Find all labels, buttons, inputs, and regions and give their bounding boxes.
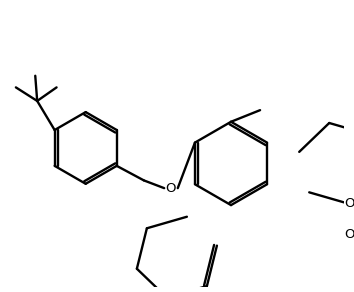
Text: O: O: [166, 182, 176, 195]
Text: O: O: [344, 228, 354, 241]
Text: O: O: [344, 197, 354, 210]
